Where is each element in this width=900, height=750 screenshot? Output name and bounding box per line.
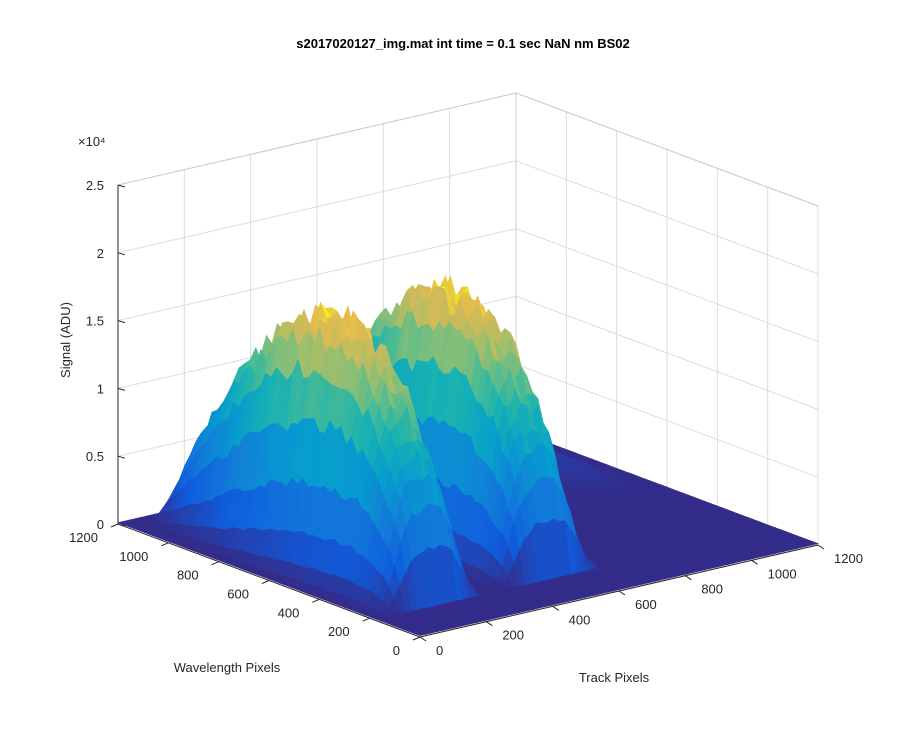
z-axis-label: Signal (ADU) — [58, 302, 73, 378]
z-tick-label: 1 — [97, 381, 104, 396]
x-tick — [751, 559, 758, 565]
y-axis-label: Wavelength Pixels — [174, 660, 281, 675]
y-tick-label: 800 — [177, 568, 199, 583]
x-tick-label: 1200 — [834, 551, 863, 566]
z-tick-label: 2 — [97, 246, 104, 261]
x-tick-label: 0 — [436, 643, 443, 658]
x-tick-label: 600 — [635, 597, 657, 612]
x-tick-label: 200 — [502, 628, 524, 643]
side-grid-line — [515, 160, 819, 275]
y-tick-label: 1200 — [69, 530, 98, 545]
side-grid-line — [515, 295, 819, 410]
surface-plot — [116, 274, 820, 636]
y-tick — [312, 598, 320, 603]
y-tick — [362, 617, 370, 622]
y-tick — [161, 542, 169, 547]
axis-lines — [110, 184, 825, 642]
z-tick-label: 2.5 — [86, 178, 104, 193]
x-tick — [552, 605, 559, 611]
surface-patch — [413, 631, 427, 636]
box-edge — [515, 92, 819, 207]
side-grid-line — [515, 228, 819, 343]
y-tick-label: 200 — [328, 624, 350, 639]
chart-title: s2017020127_img.mat int time = 0.1 sec N… — [296, 36, 630, 51]
z-tick-label: 1.5 — [86, 314, 104, 329]
z-tick — [117, 523, 126, 527]
side-grid-line — [515, 363, 819, 478]
x-axis-label: Track Pixels — [579, 670, 650, 685]
z-tick — [117, 387, 126, 391]
y-tick — [211, 561, 219, 566]
y-tick-label: 400 — [278, 605, 300, 620]
back-grid-line — [117, 228, 517, 322]
z-tick — [117, 455, 126, 459]
y-tick-label: 1000 — [119, 549, 148, 564]
x-tick — [685, 575, 692, 581]
box-edge — [117, 92, 517, 186]
x-tick-label: 800 — [701, 582, 723, 597]
y-tick-label: 600 — [227, 587, 249, 602]
y-tick — [412, 636, 421, 641]
y-tick — [110, 523, 119, 528]
x-tick — [486, 621, 493, 627]
x-tick-label: 400 — [569, 612, 591, 627]
z-exponent-label: ×10⁴ — [78, 134, 106, 149]
z-tick — [117, 320, 126, 324]
x-tick-label: 1000 — [768, 566, 797, 581]
x-tick — [419, 636, 427, 642]
z-tick-label: 0 — [97, 517, 104, 532]
z-tick — [117, 252, 126, 256]
back-grid-line — [117, 160, 517, 254]
y-tick-label: 0 — [393, 643, 400, 658]
tick-labels: 0200400600800100012000200400600800100012… — [69, 178, 863, 658]
z-tick — [117, 184, 126, 188]
y-tick — [261, 580, 270, 584]
x-tick — [618, 590, 626, 596]
x-tick — [817, 544, 825, 550]
z-tick-label: 0.5 — [86, 449, 104, 464]
